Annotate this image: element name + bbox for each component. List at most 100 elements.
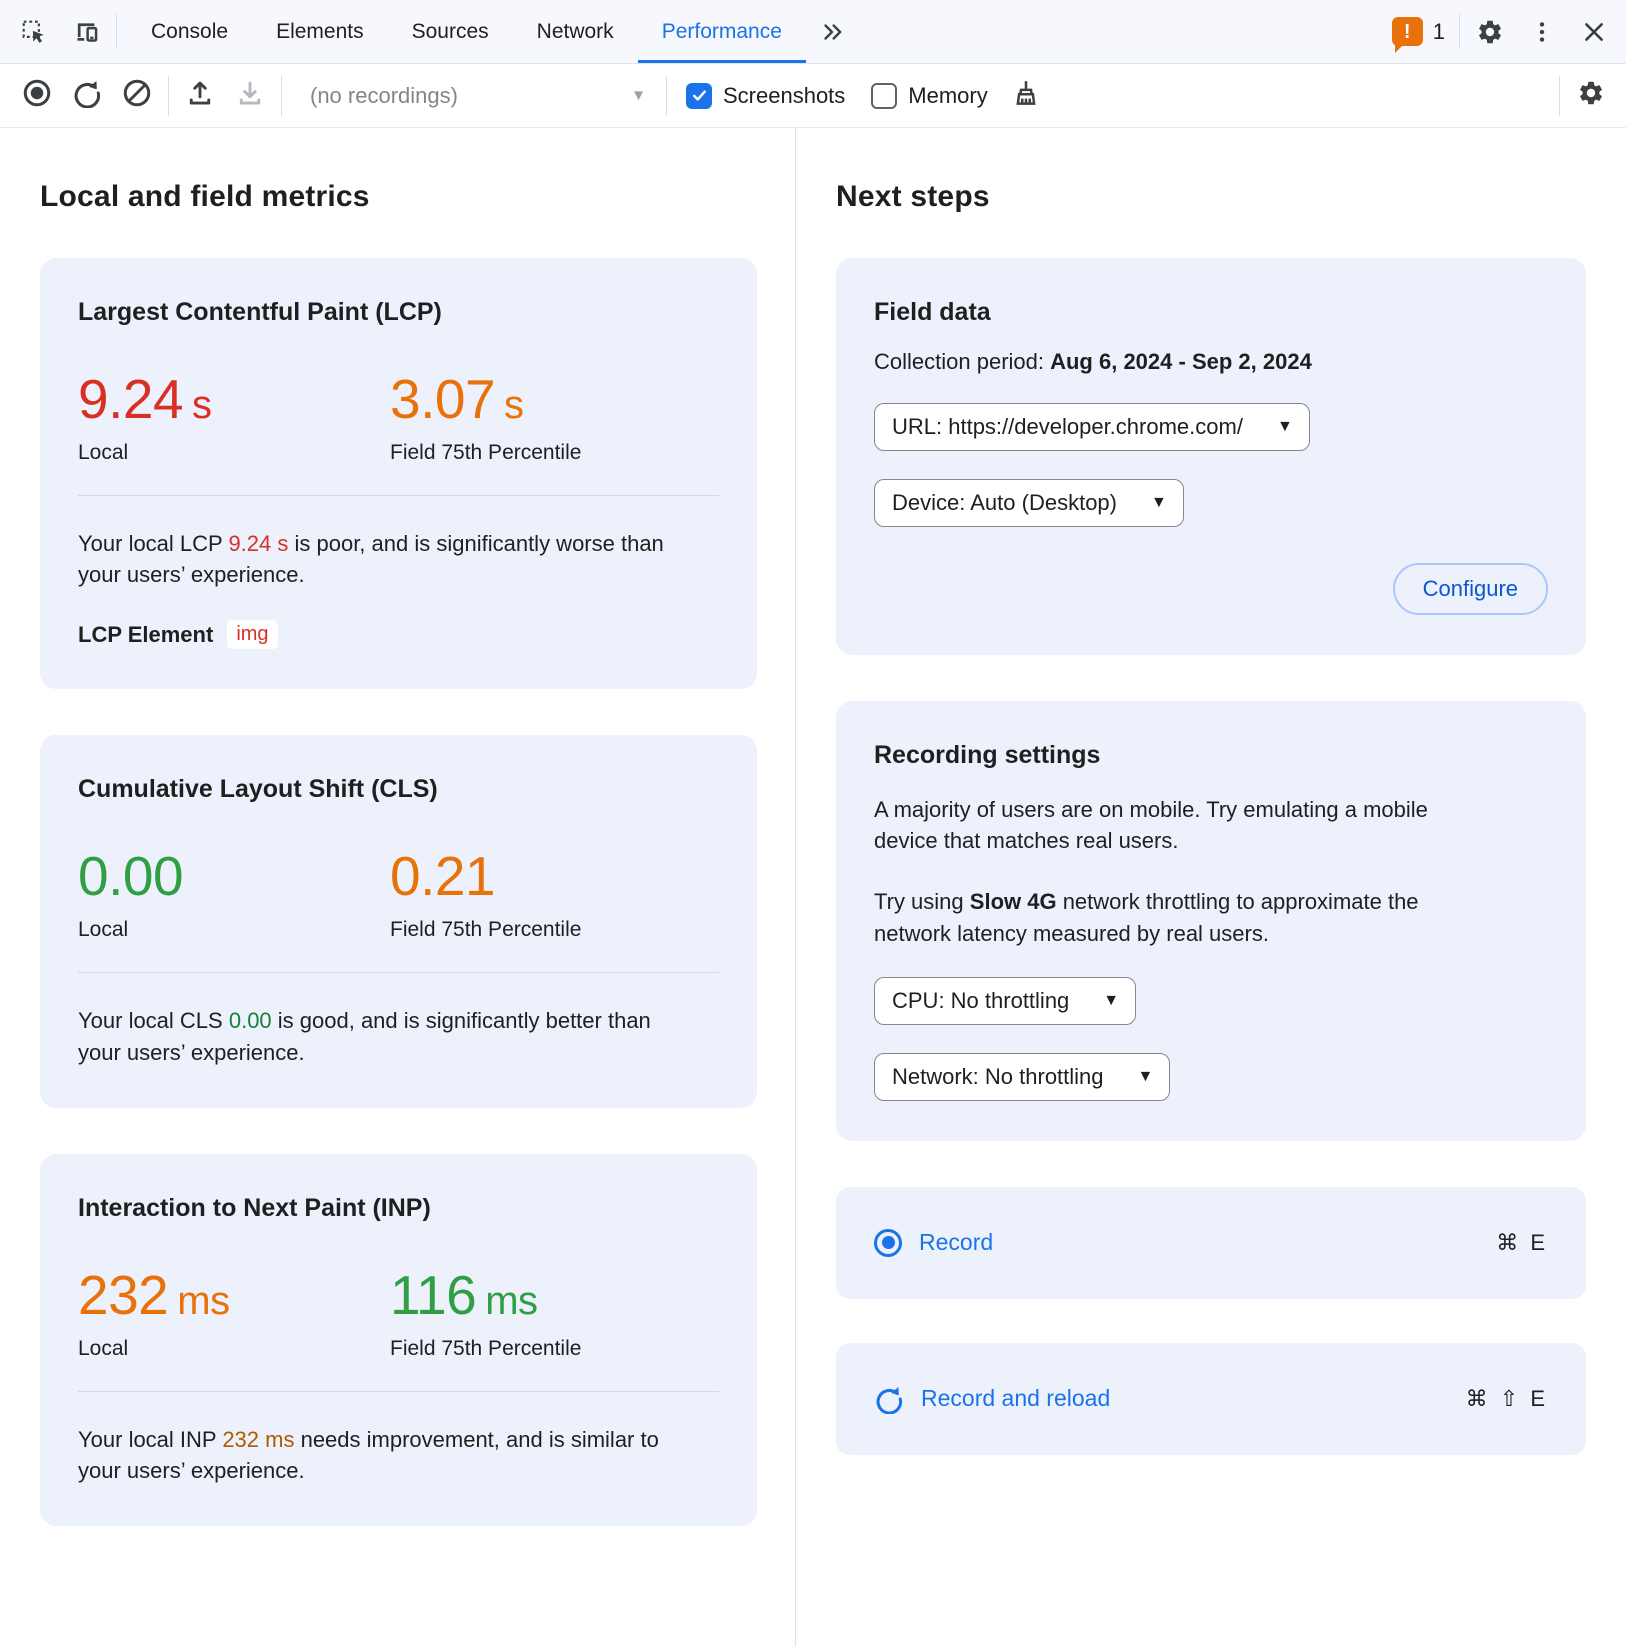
- block-icon: [122, 78, 152, 113]
- record-action-label: Record: [919, 1229, 994, 1256]
- lcp-local-column: 9.24 s Local: [78, 367, 390, 465]
- url-select-value: URL: https://developer.chrome.com/: [892, 414, 1243, 439]
- dropdown-arrow-icon: ▼: [1137, 1067, 1154, 1085]
- cls-card: Cumulative Layout Shift (CLS) 0.00 Local…: [40, 735, 757, 1108]
- tab-console[interactable]: Console: [151, 19, 229, 43]
- lcp-card-title: Largest Contentful Paint (LCP): [78, 298, 442, 326]
- lcp-local-label: Local: [78, 441, 129, 464]
- device-select[interactable]: Device: Auto (Desktop) ▼: [874, 479, 1184, 527]
- clear-button[interactable]: [112, 72, 162, 120]
- network-select-value: Network: No throttling: [892, 1063, 1104, 1089]
- gear-icon: [1577, 79, 1605, 112]
- lcp-field-value: 3.07 s: [390, 368, 524, 430]
- checkbox-checked-icon: [686, 82, 712, 109]
- cls-field-label: Field 75th Percentile: [390, 918, 582, 942]
- inp-card: Interaction to Next Paint (INP) 232 ms Lo…: [40, 1153, 757, 1527]
- lcp-values: 9.24 s Local 3.07 s Field 75th Percentile: [78, 367, 719, 465]
- cpu-select-value: CPU: No throttling: [892, 987, 1070, 1013]
- cls-card-title: Cumulative Layout Shift (CLS): [78, 775, 438, 804]
- devtools-tabbar: Console Elements Sources Network Perform…: [0, 0, 1626, 64]
- divider: [78, 1390, 719, 1392]
- record-and-reload-button[interactable]: [62, 72, 112, 120]
- recordings-select-value: (no recordings): [310, 82, 458, 108]
- lcp-field-column: 3.07 s Field 75th Percentile: [390, 367, 702, 465]
- next-steps-column: Next steps Field data Collection period:…: [796, 128, 1626, 1646]
- double-chevron-right-icon: [819, 19, 845, 45]
- separator: [116, 14, 117, 49]
- url-select[interactable]: URL: https://developer.chrome.com/ ▼: [874, 403, 1310, 451]
- recording-settings-card: Recording settings A majority of users a…: [836, 701, 1586, 1141]
- record-button[interactable]: [12, 72, 62, 120]
- performance-panel-content: Local and field metrics Largest Contentf…: [0, 128, 1626, 1646]
- record-reload-action-left: Record and reload: [874, 1384, 1110, 1414]
- issues-counter[interactable]: ! 1: [1382, 0, 1455, 63]
- close-icon: [1581, 19, 1607, 45]
- inp-description: Your local INP 232 ms needs improvement,…: [78, 1426, 659, 1484]
- recording-settings-title: Recording settings: [874, 741, 1101, 769]
- record-reload-action-card[interactable]: Record and reload ⌘ ⇧ E: [836, 1342, 1586, 1455]
- tab-performance[interactable]: Performance: [638, 0, 806, 63]
- issue-count: 1: [1432, 18, 1445, 44]
- more-tabs-button[interactable]: [806, 0, 858, 63]
- lcp-element-row: LCP Element img: [78, 620, 719, 650]
- memory-checkbox[interactable]: Memory: [858, 82, 1000, 109]
- inp-card-title: Interaction to Next Paint (INP): [78, 1193, 431, 1222]
- mobile-advice-text: A majority of users are on mobile. Try e…: [874, 797, 1428, 854]
- collect-garbage-button[interactable]: [1001, 72, 1051, 120]
- checkbox-unchecked-icon: [871, 82, 898, 109]
- configure-button[interactable]: Configure: [1392, 563, 1548, 615]
- reload-icon: [874, 1384, 904, 1414]
- tabbar-right-controls: ! 1: [1382, 0, 1626, 63]
- memory-label: Memory: [908, 82, 988, 108]
- close-devtools-button[interactable]: [1568, 0, 1620, 63]
- settings-button[interactable]: [1464, 0, 1516, 63]
- cls-field-value: 0.21: [390, 845, 496, 908]
- download-icon: [235, 78, 265, 113]
- inp-values: 232 ms Local 116 ms Field 75th Percentile: [78, 1263, 719, 1361]
- screenshots-checkbox[interactable]: Screenshots: [673, 82, 858, 109]
- tab-elements[interactable]: Elements: [276, 19, 364, 43]
- panel-tabs: Console Elements Sources Network Perform…: [127, 0, 806, 63]
- cls-local-label: Local: [78, 918, 129, 942]
- kebab-menu-icon: [1529, 19, 1555, 45]
- dropdown-arrow-icon: ▼: [1276, 418, 1293, 435]
- device-toolbar-button[interactable]: [60, 0, 112, 63]
- cls-local-value: 0.00: [78, 845, 184, 908]
- network-throttling-select[interactable]: Network: No throttling ▼: [874, 1052, 1171, 1101]
- throttling-advice-text: Try using Slow 4G network throttling to …: [874, 889, 1419, 946]
- cls-values: 0.00 Local 0.21 Field 75th Percentile: [78, 844, 719, 942]
- recordings-select[interactable]: (no recordings) ▼: [288, 72, 660, 120]
- record-reload-shortcut: ⌘ ⇧ E: [1465, 1385, 1548, 1411]
- divider: [78, 495, 719, 496]
- dropdown-arrow-icon: ▼: [1150, 494, 1167, 511]
- inp-field-column: 116 ms Field 75th Percentile: [390, 1263, 702, 1361]
- collection-period: Collection period: Aug 6, 2024 - Sep 2, …: [874, 349, 1312, 374]
- separator: [168, 75, 169, 116]
- record-shortcut: ⌘ E: [1496, 1229, 1548, 1255]
- tab-sources[interactable]: Sources: [411, 19, 489, 43]
- lcp-description: Your local LCP 9.24 s is poor, and is si…: [78, 531, 664, 588]
- inspect-element-button[interactable]: [8, 0, 60, 63]
- reload-icon: [72, 78, 102, 113]
- inp-local-column: 232 ms Local: [78, 1263, 390, 1361]
- broom-icon: [1011, 78, 1041, 113]
- network-select-row: Network: No throttling ▼: [874, 1025, 1548, 1101]
- save-profile-button[interactable]: [225, 72, 275, 120]
- record-action-card[interactable]: Record ⌘ E: [836, 1186, 1586, 1299]
- cpu-throttling-select[interactable]: CPU: No throttling ▼: [874, 976, 1137, 1025]
- separator: [1559, 75, 1560, 116]
- device-select-value: Device: Auto (Desktop): [892, 490, 1117, 515]
- lcp-element-link[interactable]: img: [227, 620, 278, 650]
- more-options-button[interactable]: [1516, 0, 1568, 63]
- record-reload-action-label: Record and reload: [921, 1385, 1111, 1412]
- inp-field-value: 116 ms: [390, 1263, 538, 1326]
- next-steps-heading: Next steps: [836, 180, 990, 213]
- load-profile-button[interactable]: [175, 72, 225, 120]
- gear-icon: [1476, 18, 1504, 46]
- tab-network[interactable]: Network: [536, 19, 614, 43]
- capture-settings-button[interactable]: [1566, 72, 1616, 120]
- device-toolbar-icon: [73, 18, 100, 45]
- url-select-row: URL: https://developer.chrome.com/ ▼: [874, 375, 1548, 451]
- local-field-metrics-heading: Local and field metrics: [40, 180, 370, 213]
- performance-toolbar: (no recordings) ▼ Screenshots Memory: [0, 64, 1626, 128]
